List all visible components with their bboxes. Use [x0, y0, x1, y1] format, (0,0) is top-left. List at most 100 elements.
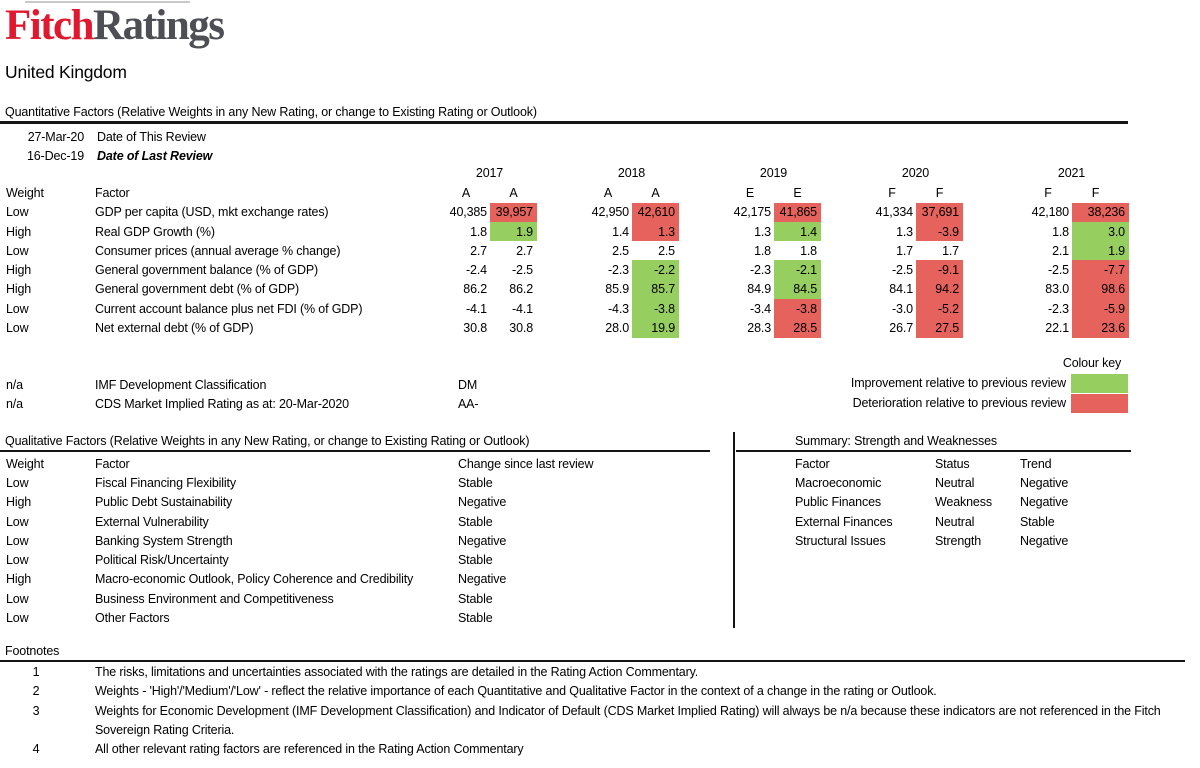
value-prev: -2.3: [750, 263, 771, 278]
this-review-date: 27-Mar-20: [27, 129, 84, 144]
estimate-type: F: [1044, 185, 1052, 200]
qual-row: Low Other Factors Stable: [6, 608, 593, 627]
factor-cell: Net external debt (% of GDP): [95, 321, 254, 336]
factor-cell: General government balance (% of GDP): [95, 263, 319, 278]
review-dates: 27-Mar-20 Date of This Review 16-Dec-19 …: [6, 127, 212, 166]
value-current: 1.3: [632, 221, 679, 242]
qual-row: High Macro-economic Outlook, Policy Cohe…: [6, 570, 593, 589]
value-prev: 84.9: [747, 282, 771, 297]
value-prev: 84.1: [889, 282, 913, 297]
value-prev: -2.3: [1048, 301, 1069, 316]
weight-cell: n/a: [6, 377, 23, 392]
value-current: 1.8: [800, 243, 817, 258]
value-current: 42,610: [632, 202, 679, 222]
value-prev: 1.3: [754, 224, 771, 239]
vertical-divider: [733, 432, 735, 628]
quantitative-section-title: Quantitative Factors (Relative Weights i…: [5, 105, 537, 119]
quant-row: High Real GDP Growth (%) 1.8 1.9 1.4 1.3 1…: [6, 221, 1183, 242]
qual-row: High Public Debt Sustainability Negative: [6, 493, 593, 512]
value-prev: 40,385: [449, 205, 487, 220]
value-prev: 42,950: [591, 205, 629, 220]
footnote: 1 The risks, limitations and uncertainti…: [0, 663, 1192, 682]
factor-header: Factor: [795, 456, 830, 471]
quant-row: Low Current account balance plus net FDI…: [6, 299, 1183, 319]
summary-row: Structural Issues Strength Negative: [795, 531, 1068, 550]
value-prev: -2.5: [1048, 263, 1069, 278]
weight-cell: Low: [6, 321, 29, 336]
qualitative-rule: [0, 450, 710, 452]
value-prev: -4.1: [466, 301, 487, 316]
weight-cell: Low: [6, 533, 29, 548]
quant-row: Low Consumer prices (annual average % ch…: [6, 241, 1183, 261]
top-divider: [25, 1, 190, 3]
value-current: 41,865: [774, 202, 821, 222]
footnote-number: 3: [32, 703, 40, 718]
status-header: Status: [935, 456, 970, 471]
value-prev: -2.4: [466, 263, 487, 278]
factor-cell: CDS Market Implied Rating as at: 20-Mar-…: [95, 396, 349, 411]
footnote-number: 2: [32, 684, 40, 699]
value-current: -3.8: [632, 299, 679, 319]
quant-row: Low Net external debt (% of GDP) 30.8 30.…: [6, 318, 1183, 338]
qual-row: Low External Vulnerability Stable: [6, 512, 593, 531]
estimate-type: A: [461, 185, 471, 200]
change-cell: Stable: [458, 553, 493, 568]
value-prev: 83.0: [1045, 282, 1069, 297]
value-prev: 1.4: [612, 224, 629, 239]
footnotes-title: Footnotes: [5, 644, 60, 658]
value-prev: 41,334: [875, 205, 913, 220]
change-cell: Negative: [458, 533, 507, 548]
qual-row: Low Business Environment and Competitive…: [6, 589, 593, 608]
country-title: United Kingdom: [5, 62, 127, 82]
value-current: 94.2: [916, 279, 963, 300]
footnote-text: All other relevant rating factors are re…: [95, 742, 524, 757]
colour-key-improve-label: Improvement relative to previous review: [850, 376, 1066, 390]
value-current: 2.5: [658, 243, 675, 258]
weight-cell: Low: [6, 514, 29, 529]
qualitative-table: Weight Factor Change since last review L…: [6, 454, 594, 628]
weight-cell: High: [6, 224, 32, 239]
imf-classification-row: n/a IMF Development Classification DM: [6, 375, 477, 394]
estimate-type: E: [793, 185, 802, 200]
factor-cell: External Finances: [795, 514, 893, 529]
year-label: 2020: [901, 166, 930, 180]
estimate-type: F: [888, 185, 896, 200]
value-prev: -3.4: [750, 301, 771, 316]
factor-cell: Political Risk/Uncertainty: [95, 553, 229, 568]
this-review-label: Date of This Review: [97, 129, 206, 144]
value-current: -5.2: [916, 299, 963, 319]
factor-cell: Macro-economic Outlook, Policy Coherence…: [95, 572, 414, 587]
value-prev: -2.3: [608, 263, 629, 278]
value-current: 2.7: [516, 243, 533, 258]
trend-cell: Negative: [1020, 495, 1069, 510]
value-prev: 28.3: [747, 321, 771, 336]
factor-header: Factor: [95, 456, 130, 471]
value-prev: 42,175: [733, 205, 771, 220]
value-current: -3.8: [774, 299, 821, 319]
quantitative-table: 2017 2018 2019 2020 2021 Weight Factor A…: [6, 164, 1183, 338]
footnote-text: The risks, limitations and uncertainties…: [95, 665, 699, 679]
footnote-text: Weights for Economic Development (IMF De…: [95, 703, 1161, 737]
weight-cell: Low: [6, 611, 29, 626]
value-current: 38,236: [1072, 202, 1129, 222]
summary-rule: [736, 450, 1131, 452]
colour-key-improve-swatch: [1071, 374, 1128, 393]
footnote-number: 4: [32, 742, 40, 757]
change-cell: Negative: [458, 495, 507, 510]
estimate-type: F: [935, 185, 944, 200]
year-label: 2021: [1057, 166, 1086, 180]
value-current: 86.2: [509, 282, 533, 297]
value-current: 84.5: [774, 279, 821, 300]
weight-header: Weight: [6, 456, 44, 471]
status-cell: Weakness: [935, 495, 992, 510]
weight-cell: Low: [6, 591, 29, 606]
factor-cell: Public Debt Sustainability: [95, 495, 233, 510]
value-cell: DM: [458, 377, 478, 392]
value-current: -3.9: [916, 221, 963, 242]
column-header-row: Weight Factor A A A A E E F F F F: [6, 183, 1183, 202]
value-prev: 1.8: [1052, 224, 1069, 239]
value-current: -2.1: [774, 260, 821, 280]
estimate-type: A: [509, 185, 518, 200]
trend-cell: Negative: [1020, 533, 1069, 548]
footnote-number: 1: [32, 665, 40, 679]
